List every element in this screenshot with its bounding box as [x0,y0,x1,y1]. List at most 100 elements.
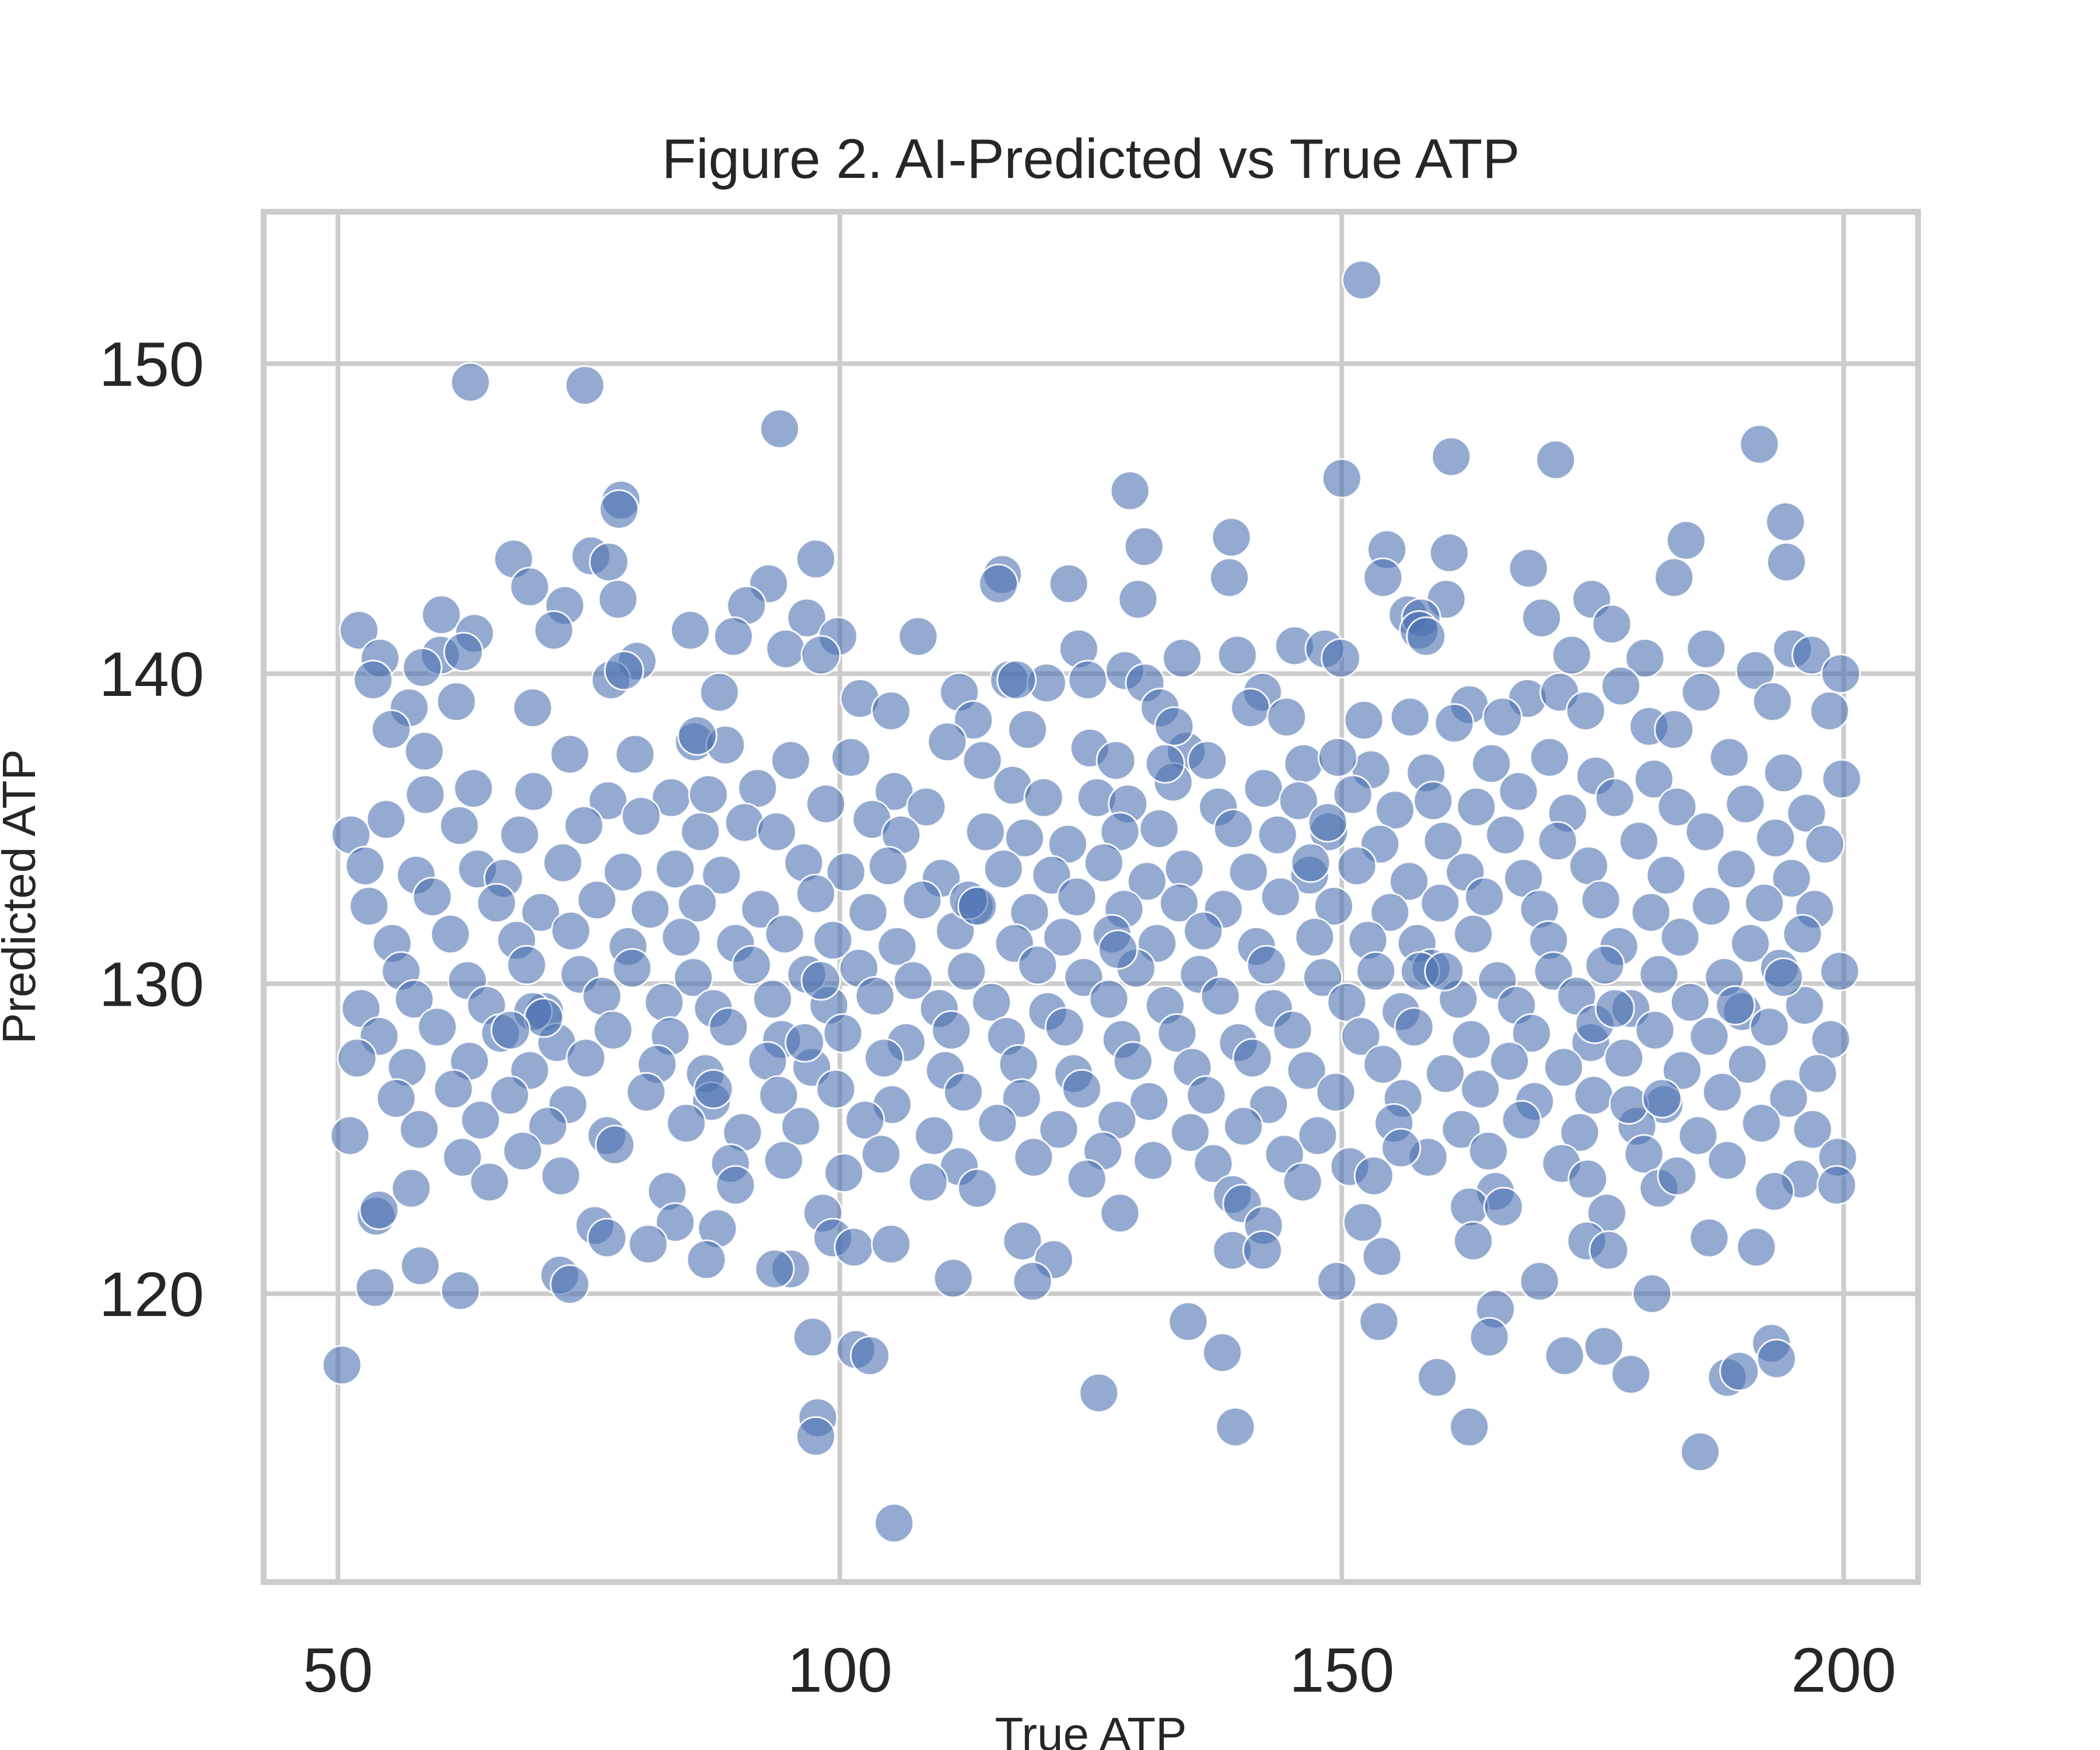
scatter-point [1453,1220,1494,1261]
scatter-point [1260,877,1301,917]
scatter-point [1363,1044,1404,1084]
scatter-point [1633,759,1674,800]
scatter-point [661,917,702,958]
scatter-point [337,1038,377,1079]
scatter-point [825,852,866,892]
scatter-point [780,1106,821,1147]
scatter-point [1791,635,1832,676]
y-tick-label: 140 [99,639,204,709]
scatter-point [1406,616,1447,657]
scatter-point [1752,681,1793,722]
scatter-point [971,982,1012,1023]
plot-frame [261,209,1921,1585]
scatter-point [1389,861,1430,902]
scatter-point [1792,1109,1833,1150]
scatter-point [589,542,629,583]
scatter-point [345,845,386,886]
scatter-point [693,1069,734,1110]
scatter-point [1709,737,1749,778]
scatter-point [1083,842,1124,883]
scatter-point [1591,604,1632,645]
scatter-point [550,1264,590,1305]
scatter-point [1343,700,1384,741]
scatter-point [1646,855,1686,895]
scatter-point [1023,777,1064,818]
scatter-point [453,768,494,808]
scatter-point [1200,976,1241,1017]
scatter-point [1559,1112,1600,1153]
scatter-point [1786,793,1827,834]
scatter-point [1810,1019,1851,1060]
scatter-point [1079,1373,1119,1413]
scatter-point [1763,957,1804,998]
x-tick-label: 200 [1791,1634,1896,1705]
scatter-point [957,886,998,926]
scatter-point [1417,1357,1458,1398]
scatter-point [1374,790,1415,831]
scatter-point [792,1317,833,1357]
scatter-point [680,811,721,852]
scatter-point [1730,923,1771,964]
scatter-point [1810,691,1850,732]
scatter-point [1157,1013,1198,1054]
scatter-point [1580,880,1621,921]
scatter-point [353,659,394,700]
scatter-point [430,914,471,954]
scatter-point [1342,1202,1383,1243]
scatter-point [1654,709,1695,750]
scatter-point [1042,917,1083,958]
scatter-point [509,566,550,607]
scatter-point [1771,858,1812,899]
scatter-point [1544,1047,1584,1088]
scatter-point [786,597,827,638]
scatter-point [338,610,379,650]
scatter-point [603,852,643,892]
scatter-point [1013,1137,1054,1178]
scatter-point [371,709,412,750]
scatter-point [1544,1335,1585,1376]
scatter-point [1223,1106,1264,1147]
scatter-point [394,979,435,1020]
scatter-point [874,771,915,812]
scatter-point [715,1165,756,1206]
scatter-point [513,771,554,812]
scatter-point [1170,1112,1210,1153]
scatter-point [1707,1140,1748,1181]
scatter-point [983,849,1024,890]
scatter-point [469,1161,510,1202]
scatter-point [433,1069,474,1110]
scatter-point [1420,883,1461,923]
scatter-point [1118,579,1158,620]
scatter-point [978,564,1019,604]
scatter-point [754,1248,795,1289]
scatter-point [688,774,729,815]
scatter-point [1162,638,1203,678]
scatter-point [1340,1016,1381,1057]
scatter-point [806,783,846,824]
scatter-point [892,960,933,1001]
scatter-point [1460,1069,1501,1110]
scatter-point [1154,706,1195,747]
scatter-point [436,681,477,722]
scatter-point [1583,1326,1624,1367]
scatter-point [1002,1220,1043,1261]
scatter-point [1242,1230,1283,1270]
scatter-point [795,873,836,914]
scatter-point [670,610,710,650]
scatter-point [644,982,685,1023]
scatter-point [763,1140,804,1181]
scatter-point [1464,877,1505,917]
scatter-point [1519,1261,1560,1301]
scatter-point [1303,957,1343,998]
scatter-point [849,1335,890,1376]
scatter-point [740,889,781,930]
scatter-point [1451,1019,1492,1060]
scatter-point [587,780,628,821]
scatter-point [1642,1078,1682,1119]
scatter-point [1257,814,1298,855]
scatter-point [943,1072,984,1112]
scatter-point [1657,1156,1698,1196]
scatter-point [565,365,606,406]
scatter-point [1594,988,1635,1029]
scatter-point [1164,849,1205,890]
